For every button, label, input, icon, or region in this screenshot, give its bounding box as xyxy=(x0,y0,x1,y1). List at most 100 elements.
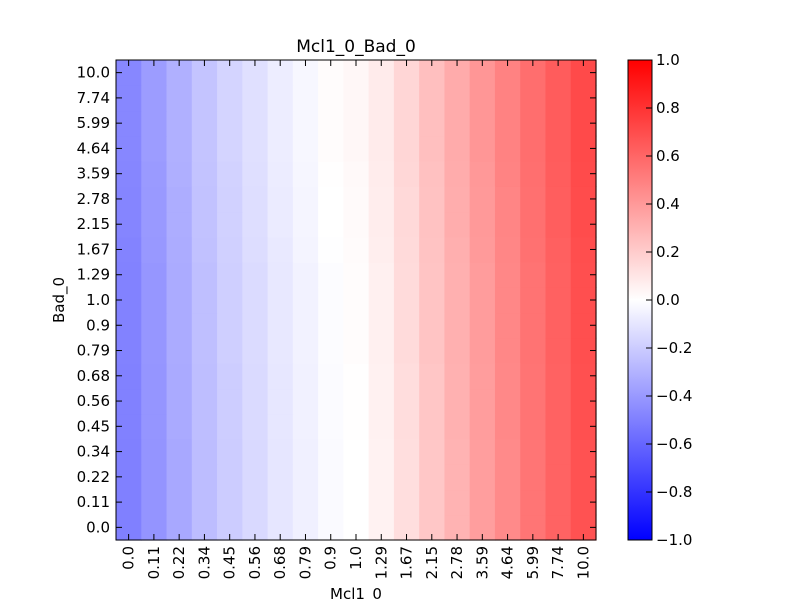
heatmap-cell xyxy=(318,312,344,339)
heatmap-cell xyxy=(166,438,193,465)
heatmap-cell xyxy=(343,388,370,415)
heatmap-cell xyxy=(368,161,395,187)
heatmap-cell xyxy=(494,312,521,339)
colorbar-tick-label: −1.0 xyxy=(656,531,692,549)
y-axis-label: Bad_0 xyxy=(50,277,69,323)
heatmap-cell xyxy=(242,388,269,415)
heatmap-cell xyxy=(494,287,521,314)
heatmap-cell xyxy=(267,388,294,415)
heatmap-cell xyxy=(191,135,218,162)
heatmap-cell xyxy=(141,312,168,339)
heatmap-cell xyxy=(520,464,547,491)
heatmap-cell xyxy=(419,363,446,390)
heatmap-cell xyxy=(292,438,319,465)
heatmap-cell xyxy=(141,85,168,112)
x-axis-ticks: 0.0 0.11 0.22 0.34 0.45 0.56 0.68 0.79 0.9 1.0 1.2… xyxy=(120,60,592,579)
heatmap-cell xyxy=(343,287,370,314)
heatmap-cell xyxy=(166,85,193,112)
heatmap-cell xyxy=(191,363,218,390)
heatmap-cell xyxy=(343,438,370,465)
x-tick-label: 1.29 xyxy=(372,546,390,579)
heatmap-cell xyxy=(242,438,269,465)
heatmap-cell xyxy=(191,438,218,465)
heatmap-cell xyxy=(494,110,521,137)
x-tick-label: 0.9 xyxy=(322,546,340,570)
heatmap-cell xyxy=(368,464,395,491)
heatmap-cell xyxy=(141,262,168,288)
heatmap-cell xyxy=(545,211,572,238)
heatmap-cell xyxy=(166,388,193,415)
x-tick-label: 0.45 xyxy=(221,546,239,579)
heatmap-cell xyxy=(520,363,547,390)
heatmap-cell xyxy=(393,312,420,339)
heatmap-cell xyxy=(242,186,269,213)
colorbar-tick-label: 0.8 xyxy=(656,99,680,117)
heatmap-cell xyxy=(141,363,168,390)
heatmap-cell xyxy=(141,211,168,238)
heatmap-cell xyxy=(393,135,420,162)
heatmap-cell xyxy=(419,161,446,187)
x-tick-label: 4.64 xyxy=(499,546,517,579)
heatmap-cell xyxy=(242,363,269,390)
heatmap-cell xyxy=(267,438,294,465)
x-tick-label: 0.79 xyxy=(296,546,314,579)
heatmap-cell xyxy=(520,110,547,137)
heatmap-cell xyxy=(545,135,572,162)
heatmap-cell xyxy=(343,211,370,238)
heatmap-cell xyxy=(545,489,572,516)
heatmap-cell xyxy=(368,337,395,364)
heatmap-cell xyxy=(318,438,344,465)
heatmap-cell xyxy=(444,312,471,339)
heatmap-cell xyxy=(494,161,521,187)
heatmap-cell xyxy=(166,287,193,314)
colorbar-tick-label: 0.4 xyxy=(656,195,680,213)
heatmap-cell xyxy=(217,135,243,162)
heatmap-cell xyxy=(545,161,572,187)
heatmap-cell xyxy=(368,211,395,238)
heatmap-cell xyxy=(343,363,370,390)
heatmap-cell xyxy=(520,413,547,440)
heatmap-cell xyxy=(267,186,294,213)
colorbar-tick-label: −0.2 xyxy=(656,339,692,357)
heatmap-cell xyxy=(469,312,496,339)
heatmap-cell xyxy=(343,135,370,162)
heatmap-cell xyxy=(292,312,319,339)
heatmap-cell xyxy=(494,262,521,288)
heatmap-cell xyxy=(520,211,547,238)
heatmap-cell xyxy=(520,438,547,465)
heatmap-cell xyxy=(494,135,521,162)
heatmap-cell xyxy=(393,262,420,288)
heatmap-cell xyxy=(419,413,446,440)
y-tick-label: 0.11 xyxy=(77,493,110,511)
heatmap-cell xyxy=(166,236,193,263)
heatmap-cell xyxy=(242,262,269,288)
heatmap-cell xyxy=(292,363,319,390)
heatmap-cell xyxy=(292,287,319,314)
heatmap-cell xyxy=(217,161,243,187)
heatmap-cell xyxy=(393,464,420,491)
heatmap-cell xyxy=(393,85,420,112)
heatmap-cell xyxy=(292,464,319,491)
heatmap-cell xyxy=(469,135,496,162)
heatmap-cell xyxy=(520,161,547,187)
heatmap-cell xyxy=(343,186,370,213)
heatmap-cell xyxy=(166,413,193,440)
heatmap-cell xyxy=(469,388,496,415)
heatmap-cell xyxy=(444,413,471,440)
heatmap-cells xyxy=(116,60,597,541)
heatmap-cell xyxy=(292,262,319,288)
heatmap-cell xyxy=(267,337,294,364)
heatmap-cell xyxy=(343,337,370,364)
x-axis-label: Mcl1_0 xyxy=(330,585,382,600)
heatmap-cell xyxy=(217,211,243,238)
heatmap-cell xyxy=(217,186,243,213)
heatmap-cell xyxy=(217,337,243,364)
x-tick-label: 0.0 xyxy=(120,546,138,570)
heatmap-cell xyxy=(267,85,294,112)
heatmap-cell xyxy=(494,337,521,364)
colorbar-tick-label: −0.4 xyxy=(656,387,692,405)
heatmap-cell xyxy=(166,312,193,339)
y-tick-label: 2.78 xyxy=(77,190,110,208)
heatmap-cell xyxy=(191,211,218,238)
